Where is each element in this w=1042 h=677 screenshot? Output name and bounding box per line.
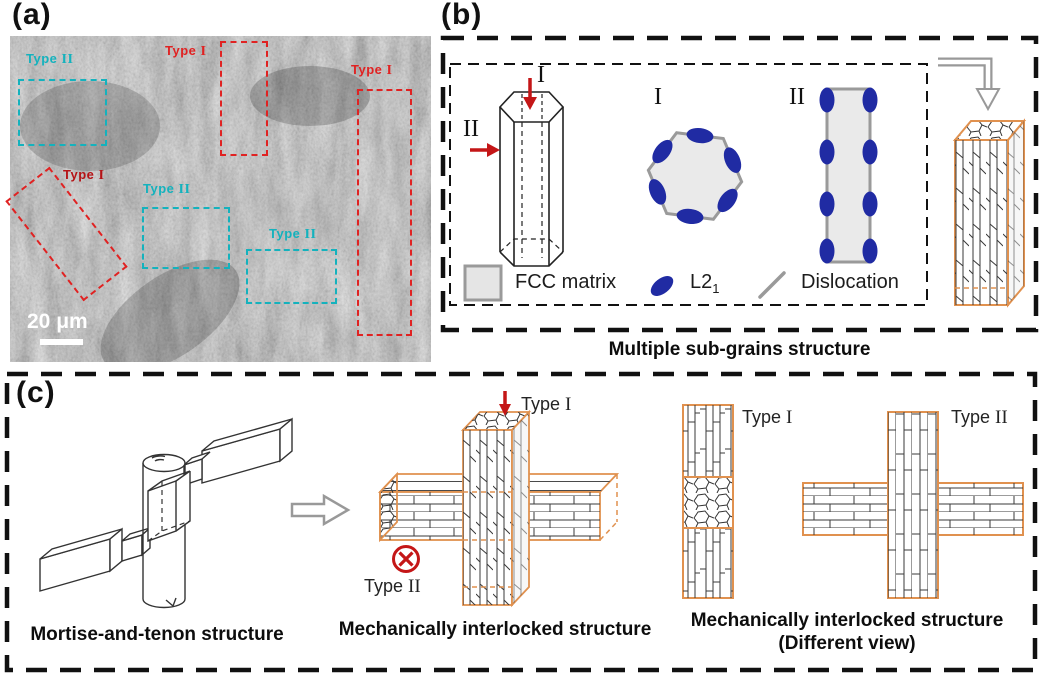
legend-dislocation-label: Dislocation [801, 271, 899, 293]
load-axis-i-label: I [537, 62, 545, 88]
scale-bar-label: 20 μm [27, 310, 88, 333]
legend-dislocation-icon [758, 271, 786, 299]
type-annotation-label: Type I [165, 43, 207, 59]
caption-interlocked: Mechanically interlocked structure [338, 619, 652, 640]
type-annotation-label: Type II [26, 51, 74, 67]
legend-fcc-swatch [463, 264, 503, 302]
flow-arrow-icon [938, 57, 1001, 112]
panel-c-border [4, 371, 1038, 673]
panel-b-caption: Multiple sub-grains structure [608, 339, 871, 360]
legend-fcc-label: FCC matrix [515, 271, 617, 293]
section-i-label: I [654, 84, 662, 110]
panel-c-label: (c) [16, 376, 56, 409]
caption-mortise-tenon: Mortise-and-tenon structure [30, 624, 284, 645]
cross-section-ii-diagram [819, 87, 878, 264]
type-annotation-label: Type II [269, 226, 317, 242]
panel-b-label: (b) [441, 0, 483, 31]
section-ii-label: II [789, 84, 805, 110]
type-annotation-label: Type II [143, 181, 191, 197]
type-annotation-box [220, 41, 268, 156]
type-annotation-box [142, 207, 230, 269]
legend-l21-label: L21 [690, 271, 720, 296]
caption-interlocked-view-line1: Mechanically interlocked structure [690, 610, 1004, 631]
transform-arrow-icon [290, 493, 351, 527]
scale-bar [40, 339, 83, 345]
into-page-symbol [392, 545, 420, 573]
type-annotation-label: Type I [63, 167, 105, 183]
caption-interlocked-view-line2: (Different view) [778, 633, 916, 654]
type-annotation-label: Type I [351, 62, 393, 78]
type-annotation-box [357, 89, 412, 336]
hex-prism-diagram [498, 91, 565, 267]
load-arrow-i-icon [523, 78, 537, 110]
load-axis-ii-label: II [463, 116, 479, 142]
type-annotation-box [246, 249, 337, 304]
into-page-type-label: Type II [364, 576, 421, 597]
load-arrow-ii-icon [470, 143, 500, 157]
type-annotation-box [18, 79, 107, 146]
panel-b-inner-box [449, 63, 928, 306]
view-type2-diagram [802, 411, 1024, 599]
view1-type-label: Type I [742, 407, 793, 428]
mortise-tenon-diagram [39, 417, 293, 609]
subgrain-column-diagram [952, 118, 1027, 308]
load-type-label: Type I [521, 394, 572, 415]
view-type1-diagram [682, 404, 734, 599]
legend-l21-icon [650, 276, 674, 296]
view2-type-label: Type II [951, 407, 1008, 428]
interlocked-structure-diagram [377, 409, 620, 608]
panel-a-label: (a) [12, 0, 52, 31]
cross-section-i-diagram [646, 127, 744, 225]
load-arrow-icon [499, 391, 511, 416]
micrograph-patches [20, 66, 425, 362]
